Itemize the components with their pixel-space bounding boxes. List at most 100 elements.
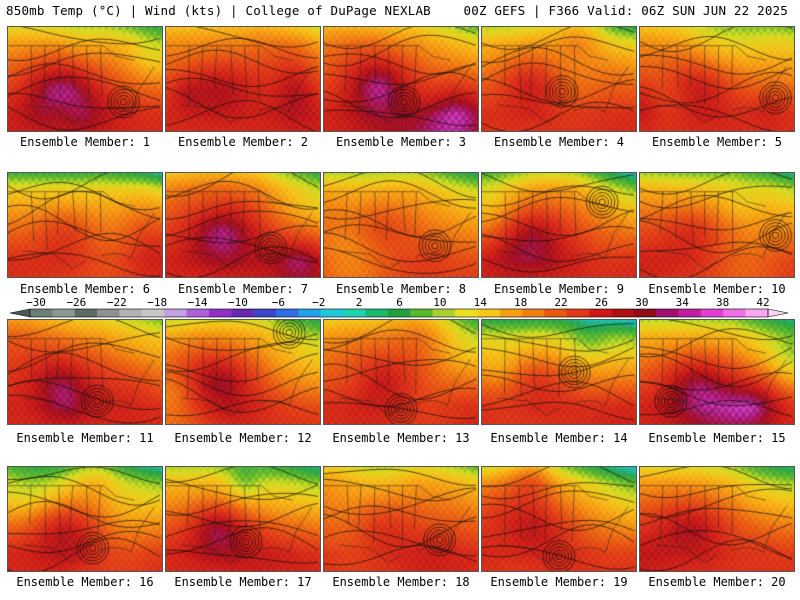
- ensemble-member-map: [639, 172, 795, 278]
- ensemble-member-map: [639, 319, 795, 425]
- ensemble-member-map: [481, 26, 637, 132]
- temperature-wind-field: [166, 173, 320, 277]
- colorbar-tick-label: 26: [595, 296, 608, 309]
- colorbar-tick-label: −10: [228, 296, 248, 309]
- ensemble-member-map: [165, 319, 321, 425]
- temperature-wind-field: [640, 320, 794, 424]
- temperature-wind-field: [166, 467, 320, 571]
- ensemble-member-map: [639, 26, 795, 132]
- colorbar-swatch: [119, 309, 143, 317]
- ensemble-member-label: Ensemble Member: 13: [332, 431, 470, 445]
- ensemble-member-label: Ensemble Member: 6: [19, 282, 151, 296]
- colorbar-swatch: [700, 309, 724, 317]
- colorbar-tick-label: 6: [396, 296, 403, 309]
- ensemble-member-map: [481, 466, 637, 572]
- ensemble-member-label: Ensemble Member: 14: [490, 431, 628, 445]
- colorbar-tick-label: −14: [188, 296, 208, 309]
- ensemble-member-map: [7, 26, 163, 132]
- ensemble-member-label: Ensemble Member: 8: [335, 282, 467, 296]
- colorbar-swatch: [74, 309, 98, 317]
- colorbar-tick-label: 2: [356, 296, 363, 309]
- colorbar-swatch: [522, 309, 545, 317]
- ensemble-member-map: [7, 172, 163, 278]
- colorbar-swatch: [432, 309, 456, 317]
- ensemble-member-label: Ensemble Member: 5: [651, 135, 783, 149]
- ensemble-member-map: [639, 466, 795, 572]
- temperature-wind-field: [324, 173, 478, 277]
- colorbar-tick-label: 38: [716, 296, 729, 309]
- temperature-wind-field: [8, 320, 162, 424]
- colorbar-tick-label: −6: [272, 296, 285, 309]
- colorbar-swatch: [298, 309, 322, 317]
- colorbar-swatch: [208, 309, 232, 317]
- ensemble-member-label: Ensemble Member: 12: [174, 431, 312, 445]
- temperature-wind-field: [8, 173, 162, 277]
- temperature-wind-field: [482, 320, 636, 424]
- ensemble-member-label: Ensemble Member: 7: [177, 282, 309, 296]
- colorbar-swatch: [365, 309, 389, 317]
- temperature-colorbar: −30 −26 −22 −18 −14 −10 −6 −2 2 6 10 14 18 22 26 30 34 38…: [0, 296, 800, 320]
- ensemble-member-label: Ensemble Member: 19: [490, 575, 628, 589]
- ensemble-member-map: [481, 319, 637, 425]
- ensemble-member-map: [7, 319, 163, 425]
- colorbar-swatch: [633, 309, 657, 317]
- colorbar-max-arrow: [767, 308, 789, 318]
- ensemble-member-map: [323, 26, 479, 132]
- temperature-wind-field: [166, 320, 320, 424]
- temperature-wind-field: [8, 467, 162, 571]
- ensemble-member-map: [481, 172, 637, 278]
- colorbar-swatch: [477, 309, 500, 317]
- ensemble-member-map: [165, 466, 321, 572]
- ensemble-member-label: Ensemble Member: 20: [648, 575, 786, 589]
- colorbar-swatch: [566, 309, 590, 317]
- ensemble-member-label: Ensemble Member: 2: [177, 135, 309, 149]
- colorbar-swatch: [186, 309, 210, 317]
- colorbar-tick-label: −18: [147, 296, 167, 309]
- colorbar-swatch: [164, 309, 187, 317]
- colorbar-swatch: [97, 309, 120, 317]
- ensemble-member-map: [323, 466, 479, 572]
- colorbar-swatch: [276, 309, 299, 317]
- colorbar-swatch: [343, 309, 366, 317]
- colorbar-tick-label: 14: [474, 296, 488, 309]
- temperature-wind-field: [482, 27, 636, 131]
- colorbar-swatch: [387, 309, 411, 317]
- colorbar-swatch: [589, 309, 612, 317]
- temperature-wind-field: [324, 27, 478, 131]
- temperature-wind-field: [324, 320, 478, 424]
- temperature-wind-field: [640, 467, 794, 571]
- colorbar-swatch: [52, 309, 76, 317]
- colorbar-swatch: [410, 309, 433, 317]
- ensemble-member-map: [165, 172, 321, 278]
- colorbar-swatch: [320, 309, 344, 317]
- map-title: 850mb Temp (°C) | Wind (kts) | College o…: [6, 3, 431, 18]
- ensemble-member-map: [323, 172, 479, 278]
- temperature-wind-field: [640, 27, 794, 131]
- ensemble-member-label: Ensemble Member: 10: [648, 282, 786, 296]
- model-run-valid-time: 00Z GEFS | F366 Valid: 06Z SUN JUN 22 20…: [463, 3, 788, 18]
- ensemble-member-label: Ensemble Member: 3: [335, 135, 467, 149]
- colorbar-tick-label: −26: [66, 296, 86, 309]
- colorbar-tick-label: 22: [554, 296, 567, 309]
- ensemble-member-label: Ensemble Member: 9: [493, 282, 625, 296]
- colorbar-swatch: [499, 309, 523, 317]
- colorbar-swatch: [141, 309, 165, 317]
- colorbar-tick-label: 42: [756, 296, 769, 309]
- ensemble-member-label: Ensemble Member: 18: [332, 575, 470, 589]
- colorbar-outline: [29, 308, 769, 318]
- temperature-wind-field: [482, 467, 636, 571]
- temperature-wind-field: [166, 27, 320, 131]
- colorbar-min-arrow: [9, 308, 31, 318]
- colorbar-tick-label: 34: [676, 296, 690, 309]
- ensemble-member-label: Ensemble Member: 16: [16, 575, 154, 589]
- ensemble-member-map: [323, 319, 479, 425]
- temperature-wind-field: [482, 173, 636, 277]
- colorbar-swatch: [611, 309, 635, 317]
- colorbar-swatch: [30, 309, 53, 317]
- colorbar-swatch: [745, 309, 769, 317]
- temperature-wind-field: [640, 173, 794, 277]
- ensemble-member-label: Ensemble Member: 1: [19, 135, 151, 149]
- colorbar-swatch: [544, 309, 568, 317]
- colorbar-tick-label: 18: [514, 296, 527, 309]
- colorbar-tick-label: −2: [312, 296, 325, 309]
